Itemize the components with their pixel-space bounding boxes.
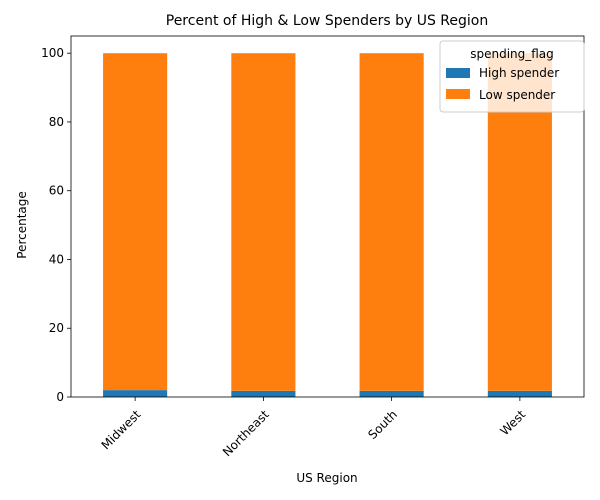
x-tick-label: Northeast (220, 407, 272, 459)
legend: spending_flag High spender Low spender (439, 40, 585, 113)
legend-swatch-low-spender (446, 89, 470, 99)
plot-frame (70, 35, 585, 398)
bar-low-spender-midwest (103, 53, 168, 391)
x-axis-label: US Region (296, 471, 357, 485)
legend-swatch-high-spender (446, 68, 470, 78)
bar-low-spender-south (359, 53, 424, 391)
legend-label-low-spender: Low spender (479, 88, 555, 102)
x-tick-label: South (365, 407, 400, 442)
bar-low-spender-northeast (231, 53, 296, 391)
x-tick-label: Midwest (99, 407, 144, 452)
chart-title: Percent of High & Low Spenders by US Reg… (166, 13, 488, 29)
y-tick-label: 60 (49, 184, 64, 198)
y-tick-label: 20 (49, 321, 64, 335)
y-tick-label: 40 (49, 252, 64, 266)
legend-title: spending_flag (470, 47, 554, 61)
bar-high-spender-west (487, 390, 552, 397)
y-tick-label: 100 (41, 46, 64, 60)
legend-label-high-spender: High spender (479, 66, 559, 80)
bar-high-spender-midwest (103, 390, 168, 397)
y-axis-label: Percentage (15, 191, 29, 259)
y-tick-label: 80 (49, 115, 64, 129)
y-tick-label: 0 (56, 390, 64, 404)
legend-box (439, 40, 585, 113)
x-tick-label: West (497, 407, 528, 438)
bar-high-spender-northeast (231, 390, 296, 397)
bar-high-spender-south (359, 390, 424, 397)
